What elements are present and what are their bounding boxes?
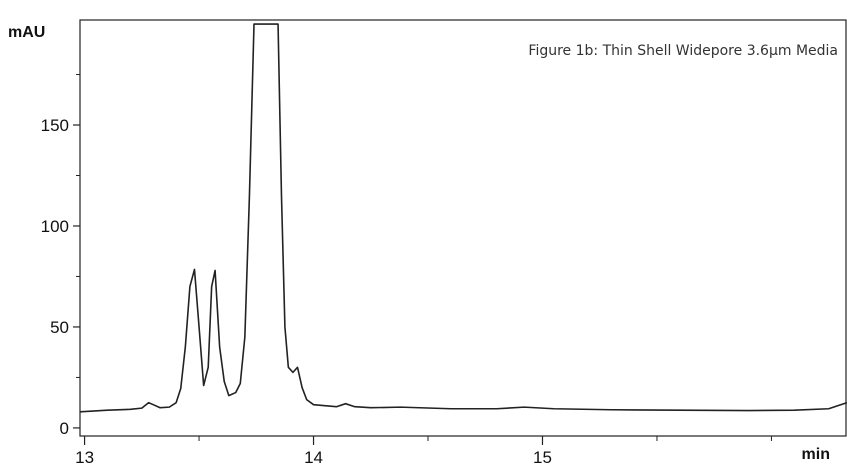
- y-axis-label: mAU: [8, 24, 45, 41]
- x-tick-label-14: 14: [304, 448, 323, 467]
- y-tick-label-0: 0: [60, 419, 69, 438]
- y-tick-label-100: 100: [41, 217, 69, 236]
- figure-caption: Figure 1b: Thin Shell Widepore 3.6µm Med…: [528, 43, 838, 59]
- y-tick-label-150: 150: [41, 116, 69, 135]
- chromatogram-trace-0: [80, 23, 847, 413]
- x-tick-label-15: 15: [533, 448, 552, 467]
- x-tick-label-13: 13: [75, 448, 94, 467]
- y-tick-label-50: 50: [50, 318, 69, 337]
- plot-frame: [79, 19, 847, 437]
- x-axis-label: min: [802, 446, 830, 463]
